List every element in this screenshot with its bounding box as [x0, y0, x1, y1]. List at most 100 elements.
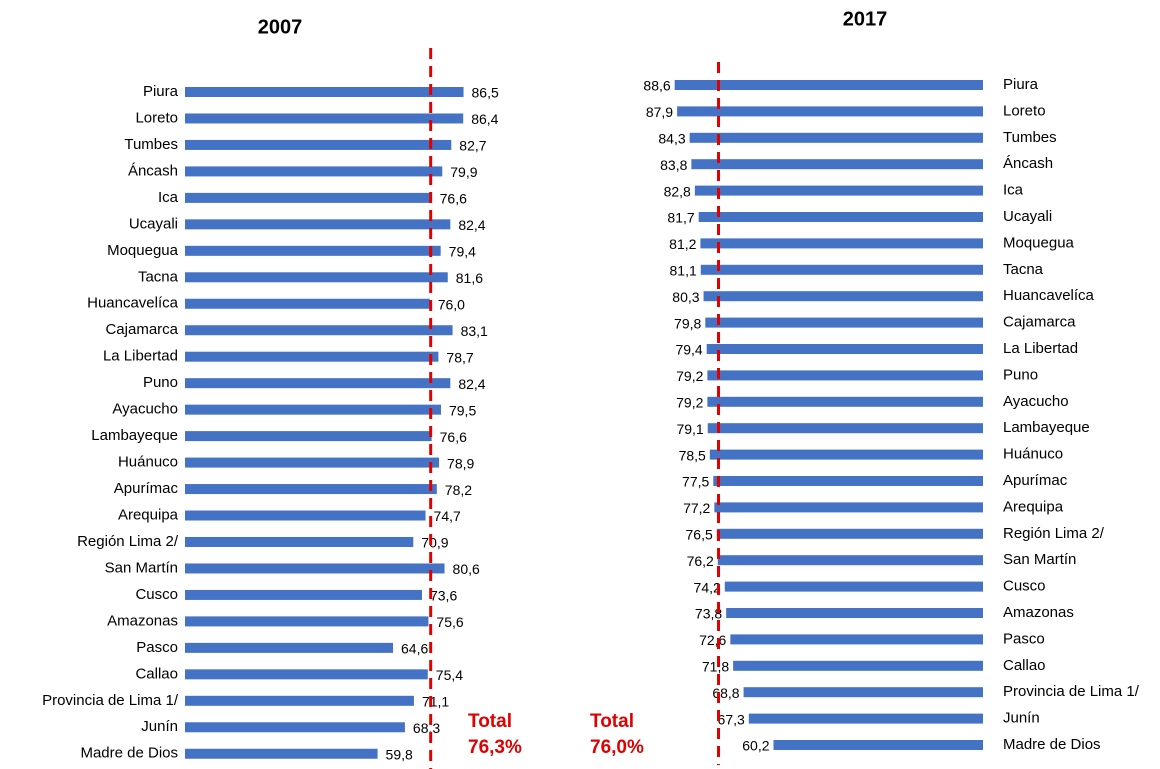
bar	[707, 396, 983, 407]
value-label: 81,6	[456, 270, 483, 286]
category-label: Callao	[1003, 657, 1046, 674]
value-label: 86,4	[471, 111, 498, 127]
bar	[717, 555, 983, 566]
category-label: Loreto	[1003, 102, 1046, 119]
category-label: Piura	[1003, 76, 1039, 93]
value-label: 77,5	[682, 474, 709, 490]
bar	[674, 80, 983, 90]
category-label: Tumbes	[124, 136, 178, 153]
reference-label: Total	[468, 711, 512, 732]
value-label: 80,3	[672, 289, 699, 305]
bar	[185, 616, 429, 627]
category-label: Provincia de Lima 1/	[1003, 683, 1140, 700]
category-label: La Libertad	[103, 348, 178, 365]
category-label: Apurímac	[1003, 472, 1068, 489]
value-label: 75,4	[436, 667, 463, 683]
value-label: 77,2	[683, 500, 710, 516]
value-label: 82,4	[458, 217, 485, 233]
value-label: 83,8	[660, 157, 687, 173]
bar	[185, 563, 445, 574]
category-label: Áncash	[128, 162, 178, 179]
value-label: 86,5	[472, 85, 499, 101]
category-label: Madre de Dios	[80, 745, 178, 762]
reference-value: 76,3%	[468, 737, 522, 758]
bar	[724, 581, 983, 592]
reference-value: 76,0%	[590, 737, 644, 758]
bar	[185, 87, 464, 97]
category-label: Ucayali	[1003, 208, 1052, 225]
category-label: La Libertad	[1003, 340, 1078, 357]
category-label: Lambayeque	[1003, 419, 1090, 436]
category-label: San Martín	[1003, 551, 1076, 568]
value-label: 76,0	[438, 296, 465, 312]
bar	[748, 713, 983, 724]
value-label: 73,8	[695, 606, 722, 622]
value-label: 81,2	[669, 236, 696, 252]
category-label: Provincia de Lima 1/	[42, 692, 179, 709]
category-label: Ica	[1003, 182, 1024, 199]
category-label: Ica	[158, 189, 179, 206]
category-label: Región Lima 2/	[1003, 525, 1105, 542]
value-label: 78,2	[445, 482, 472, 498]
bar	[691, 159, 983, 170]
category-label: Arequipa	[1003, 498, 1064, 515]
bar	[185, 378, 451, 389]
value-label: 71,8	[702, 659, 729, 675]
value-label: 79,5	[449, 402, 476, 418]
category-label: Cusco	[1003, 578, 1046, 595]
bar	[700, 238, 983, 249]
category-label: San Martín	[105, 559, 178, 576]
value-label: 82,8	[664, 183, 691, 199]
value-label: 81,7	[667, 210, 694, 226]
bar	[733, 660, 983, 671]
value-label: 73,6	[430, 588, 457, 604]
bar	[185, 748, 378, 759]
bar	[705, 317, 983, 328]
category-label: Huánuco	[1003, 446, 1063, 463]
bar	[185, 536, 414, 547]
bar	[707, 370, 983, 381]
bar	[730, 634, 983, 645]
value-label: 76,6	[440, 429, 467, 445]
bar	[185, 722, 405, 733]
value-label: 83,1	[461, 323, 488, 339]
category-label: Arequipa	[118, 506, 179, 523]
category-label: Lambayeque	[91, 427, 178, 444]
category-label: Huancavelíca	[1003, 287, 1095, 304]
category-label: Moquegua	[1003, 234, 1075, 251]
bar	[185, 457, 440, 468]
value-label: 76,6	[440, 191, 467, 207]
category-label: Región Lima 2/	[77, 533, 179, 550]
category-label: Cajamarca	[105, 321, 178, 338]
category-label: Cajamarca	[1003, 314, 1076, 331]
value-label: 84,3	[658, 131, 685, 147]
value-label: 74,7	[434, 508, 461, 524]
value-label: 79,1	[676, 421, 703, 437]
bar	[773, 740, 983, 750]
bar	[185, 351, 439, 362]
category-label: Huancavelíca	[87, 295, 179, 312]
value-label: 64,6	[401, 641, 428, 657]
bar	[185, 695, 414, 706]
value-label: 82,7	[459, 138, 486, 154]
value-label: 79,4	[449, 244, 476, 260]
bar	[185, 139, 452, 150]
category-label: Tacna	[138, 268, 179, 285]
bar	[185, 113, 464, 124]
bar	[726, 608, 983, 618]
bar	[185, 298, 430, 309]
category-label: Junín	[141, 718, 178, 735]
value-label: 79,4	[675, 342, 702, 358]
value-label: 87,9	[646, 104, 673, 120]
value-label: 68,8	[712, 685, 739, 701]
category-label: Tacna	[1003, 261, 1044, 278]
category-label: Moquegua	[107, 242, 179, 259]
category-label: Pasco	[136, 639, 178, 656]
category-label: Cusco	[135, 586, 178, 603]
category-label: Callao	[135, 665, 178, 682]
value-label: 78,9	[447, 455, 474, 471]
bar	[185, 166, 443, 177]
bar	[709, 449, 983, 460]
category-label: Pasco	[1003, 630, 1045, 647]
